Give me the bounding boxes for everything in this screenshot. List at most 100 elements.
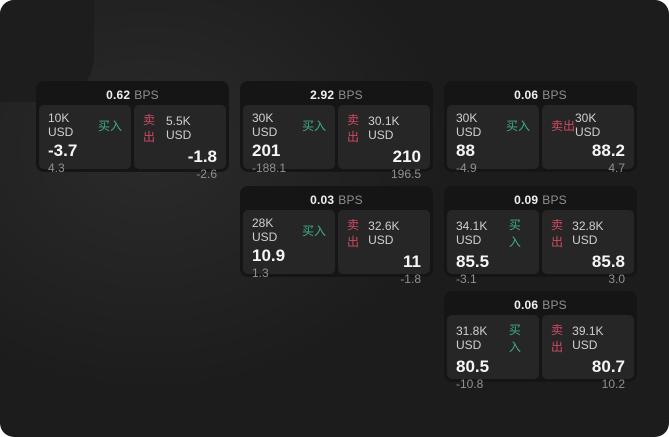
card-header: 0.09 BPS [447,189,634,210]
buy-size: 10K USD [48,111,74,139]
buy-price: -3.7 [48,141,78,160]
bps-unit-label: BPS [338,87,363,102]
bps-unit-label: BPS [542,297,567,312]
quote-card: 0.09 BPS 34.1K USD 买入 85.5 -3.1 卖出 32.8K… [444,186,637,286]
buy-size: 34.1K USD [456,219,488,247]
sell-change: -2.6 [196,166,217,181]
sell-quote-pane[interactable]: 卖出 39.1K USD 80.7 10.2 [542,315,634,391]
sell-change: 3.0 [608,271,625,286]
buy-quote-pane[interactable]: 34.1K USD 买入 85.5 -3.1 [447,210,539,286]
quote-card: 0.06 BPS 30K USD 买入 88 -4.9 卖出 30K USD 8… [444,81,637,175]
sell-quote-pane[interactable]: 卖出 5.5K USD -1.8 -2.6 [134,105,226,181]
bps-unit-label: BPS [338,192,363,207]
card-body: 30K USD 买入 201 -188.1 卖出 30.1K USD 210 1… [243,105,430,181]
sell-change: 10.2 [601,376,625,391]
sell-size: 30K USD [575,111,601,139]
buy-side-label: 买入 [302,118,327,133]
bps-value: 2.92 [310,87,335,102]
sell-quote-pane[interactable]: 卖出 32.6K USD 11 -1.8 [338,210,430,286]
sell-side-label: 卖出 [347,218,360,249]
quote-card: 0.06 BPS 31.8K USD 买入 80.5 -10.8 卖出 39.1… [444,291,637,391]
buy-change: 4.3 [48,160,65,175]
sell-size: 32.8K USD [572,219,604,247]
buy-side-label: 买入 [98,118,123,133]
card-header: 0.06 BPS [447,84,634,105]
sell-quote-pane[interactable]: 卖出 32.8K USD 85.8 3.0 [542,210,634,286]
sell-pane-header: 卖出 32.6K USD [347,216,421,250]
quotes-grid: 0.62 BPS 10K USD 买入 -3.7 4.3 卖出 5.5K USD… [36,81,637,391]
sell-price: 210 [392,147,421,166]
buy-price: 85.5 [456,252,490,271]
sell-price: 80.7 [591,357,625,376]
sell-price: 88.2 [591,141,625,160]
sell-pane-header: 卖出 30.1K USD [347,111,421,145]
card-header: 0.03 BPS [243,189,430,210]
bps-value: 0.06 [514,87,539,102]
bps-value: 0.09 [514,192,539,207]
sell-size: 5.5K USD [165,114,192,142]
buy-size: 28K USD [252,216,278,244]
card-header: 0.62 BPS [39,84,226,105]
card-body: 34.1K USD 买入 85.5 -3.1 卖出 32.8K USD 85.8… [447,210,634,286]
quote-card: 2.92 BPS 30K USD 买入 201 -188.1 卖出 30.1K … [240,81,433,181]
buy-pane-header: 30K USD 买入 [456,111,530,139]
buy-quote-pane[interactable]: 31.8K USD 买入 80.5 -10.8 [447,315,539,391]
buy-side-label: 买入 [508,218,521,249]
sell-price: 11 [403,252,421,271]
buy-price: 201 [252,141,281,160]
buy-side-label: 买入 [506,118,531,133]
bps-unit-label: BPS [542,192,567,207]
sell-side-label: 卖出 [551,218,564,249]
buy-side-label: 买入 [508,323,521,354]
sell-pane-header: 卖出 32.8K USD [551,216,625,250]
buy-quote-pane[interactable]: 30K USD 买入 201 -188.1 [243,105,335,175]
card-body: 10K USD 买入 -3.7 4.3 卖出 5.5K USD -1.8 -2.… [39,105,226,181]
card-header: 0.06 BPS [447,294,634,315]
sell-side-label: 卖出 [347,113,360,144]
bps-unit-label: BPS [134,87,159,102]
buy-quote-pane[interactable]: 10K USD 买入 -3.7 4.3 [39,105,131,175]
sell-pane-header: 卖出 30K USD [551,111,625,139]
bps-value: 0.06 [514,297,539,312]
buy-size: 31.8K USD [456,324,488,352]
quote-card: 0.62 BPS 10K USD 买入 -3.7 4.3 卖出 5.5K USD… [36,81,229,181]
sell-size: 39.1K USD [572,324,604,352]
quote-card: 0.03 BPS 28K USD 买入 10.9 1.3 卖出 32.6K US… [240,186,433,286]
sell-size: 30.1K USD [368,114,400,142]
sell-price: -1.8 [187,147,217,166]
buy-price: 10.9 [252,246,286,265]
buy-size: 30K USD [456,111,482,139]
sell-quote-pane[interactable]: 卖出 30.1K USD 210 196.5 [338,105,430,181]
sell-side-label: 卖出 [551,323,564,354]
buy-change: 1.3 [252,265,269,280]
sell-quote-pane[interactable]: 卖出 30K USD 88.2 4.7 [542,105,634,175]
card-body: 28K USD 买入 10.9 1.3 卖出 32.6K USD 11 -1.8 [243,210,430,286]
sell-pane-header: 卖出 5.5K USD [143,111,217,145]
buy-quote-pane[interactable]: 28K USD 买入 10.9 1.3 [243,210,335,280]
buy-change: -10.8 [456,376,484,391]
bps-value: 0.03 [310,192,335,207]
buy-side-label: 买入 [302,223,327,238]
sell-side-label: 卖出 [551,118,576,133]
sell-change: -1.8 [400,271,421,286]
card-body: 31.8K USD 买入 80.5 -10.8 卖出 39.1K USD 80.… [447,315,634,391]
sell-change: 196.5 [390,166,421,181]
bps-value: 0.62 [106,87,131,102]
buy-pane-header: 30K USD 买入 [252,111,326,139]
buy-quote-pane[interactable]: 30K USD 买入 88 -4.9 [447,105,539,175]
bps-unit-label: BPS [542,87,567,102]
sell-size: 32.6K USD [368,219,400,247]
buy-change: -188.1 [252,160,287,175]
sell-change: 4.7 [608,160,625,175]
buy-price: 88 [456,141,475,160]
card-body: 30K USD 买入 88 -4.9 卖出 30K USD 88.2 4.7 [447,105,634,175]
buy-pane-header: 34.1K USD 买入 [456,216,530,250]
buy-size: 30K USD [252,111,278,139]
buy-price: 80.5 [456,357,490,376]
sell-price: 85.8 [591,252,625,271]
buy-pane-header: 31.8K USD 买入 [456,321,530,355]
sell-pane-header: 卖出 39.1K USD [551,321,625,355]
buy-change: -4.9 [456,160,477,175]
buy-pane-header: 28K USD 买入 [252,216,326,244]
